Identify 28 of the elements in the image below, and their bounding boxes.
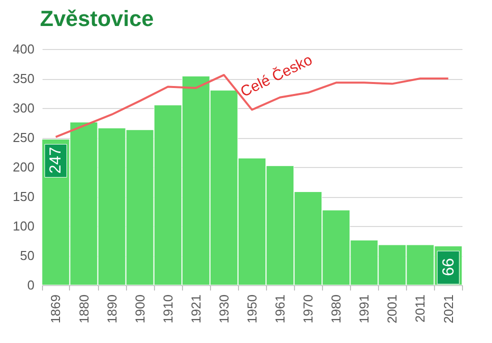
x-tick-label: 1869 xyxy=(48,294,64,324)
x-tick-label: 2001 xyxy=(384,294,400,324)
x-tick-label: 1930 xyxy=(216,294,232,324)
x-tick-label: 2011 xyxy=(412,294,428,322)
y-tick-label: 200 xyxy=(12,160,34,174)
y-tick-label: 50 xyxy=(20,248,34,263)
y-tick-label: 0 xyxy=(27,278,34,292)
y-tick-label: 250 xyxy=(12,130,34,145)
x-tick-label: 1880 xyxy=(76,294,92,324)
y-tick-label: 100 xyxy=(12,218,34,234)
text: Celé Česko xyxy=(237,50,316,101)
y-tick-label: 150 xyxy=(12,189,34,204)
y-tick-label: 350 xyxy=(12,71,34,86)
x-tick-label: 1991 xyxy=(356,294,372,324)
x-tick-label: 1980 xyxy=(328,294,344,324)
x-tick-label: 1910 xyxy=(160,294,176,324)
x-tick-label: 2021 xyxy=(440,294,456,324)
x-tick-label: 1970 xyxy=(300,294,316,324)
data-label: 247 xyxy=(48,146,65,174)
x-tick-label: 1900 xyxy=(132,294,148,324)
x-tick-label: 1890 xyxy=(104,294,120,324)
y-tick-label: 400 xyxy=(12,42,34,56)
x-tick-label: 1961 xyxy=(272,294,288,324)
x-tick-label: 1921 xyxy=(188,294,204,324)
x-tick-label: 1950 xyxy=(244,294,260,324)
y-tick-label: 300 xyxy=(12,100,34,116)
chart-title: Zvěstovice xyxy=(40,6,154,31)
data-label: 66 xyxy=(440,258,458,276)
